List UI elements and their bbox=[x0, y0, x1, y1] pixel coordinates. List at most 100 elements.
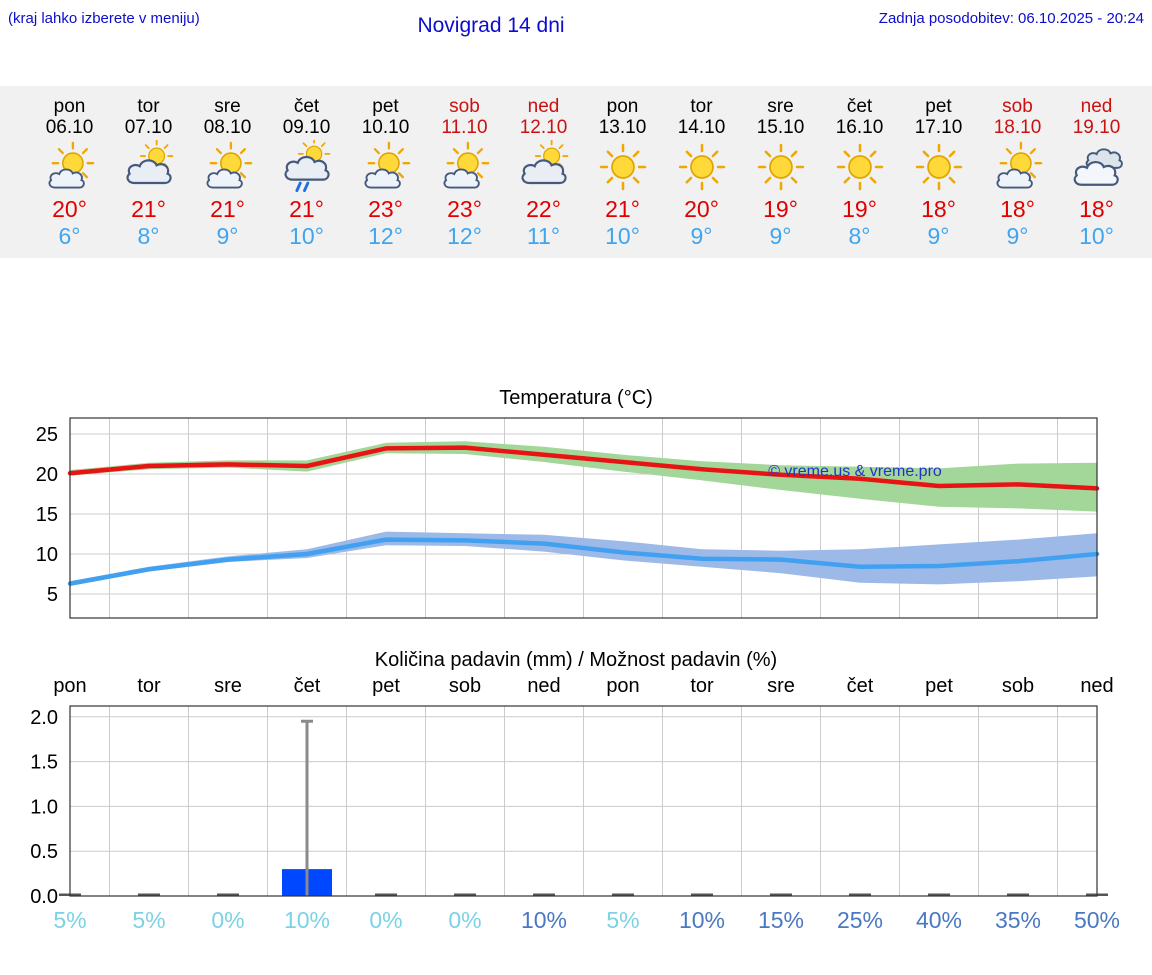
low-temp: 12° bbox=[447, 223, 482, 249]
forecast-day-7: pon 13.10 21° 10° bbox=[583, 96, 662, 250]
forecast-day-0: pon 06.10 20° 6° bbox=[30, 96, 109, 250]
precip-day-label: pet bbox=[925, 675, 953, 697]
weather-icon bbox=[820, 138, 899, 196]
weather-icon bbox=[346, 138, 425, 196]
sun-icon bbox=[599, 143, 646, 191]
weather-icon bbox=[583, 138, 662, 196]
day-date: 10.10 bbox=[361, 117, 410, 138]
day-name: ned bbox=[1080, 96, 1113, 117]
day-name: pon bbox=[606, 96, 639, 117]
sun-icon bbox=[915, 143, 962, 191]
day-date: 06.10 bbox=[45, 117, 94, 138]
low-temp: 8° bbox=[848, 223, 871, 249]
weather-icon bbox=[425, 138, 504, 196]
day-date: 08.10 bbox=[203, 117, 252, 138]
precip-probability: 15% bbox=[758, 907, 804, 933]
precip-probability: 50% bbox=[1074, 907, 1120, 933]
weather-icon bbox=[899, 138, 978, 196]
high-temp: 21° bbox=[131, 196, 166, 222]
weather-icon bbox=[1057, 138, 1136, 196]
temp-y-tick: 15 bbox=[36, 504, 58, 526]
zero-tick bbox=[138, 893, 160, 896]
precip-day-label: pon bbox=[53, 675, 86, 697]
precip-probability: 0% bbox=[211, 907, 244, 933]
weather-icon bbox=[978, 138, 1057, 196]
zero-tick bbox=[454, 893, 476, 896]
precip-day-label: ned bbox=[1080, 675, 1113, 697]
low-temp: 9° bbox=[927, 223, 950, 249]
forecast-day-8: tor 14.10 20° 9° bbox=[662, 96, 741, 250]
precip-probability: 10% bbox=[521, 907, 567, 933]
day-date: 19.10 bbox=[1072, 117, 1121, 138]
day-name: sob bbox=[449, 96, 480, 117]
precip-y-tick: 1.5 bbox=[30, 752, 58, 774]
max-temperature-line bbox=[67, 445, 1100, 491]
day-date: 14.10 bbox=[677, 117, 726, 138]
zero-tick bbox=[533, 893, 555, 896]
zero-tick bbox=[612, 893, 634, 896]
precip-probability: 25% bbox=[837, 907, 883, 933]
high-temp: 22° bbox=[526, 196, 561, 222]
weather-icon bbox=[267, 138, 346, 196]
day-name: tor bbox=[690, 96, 713, 117]
forecast-day-4: pet 10.10 23° 12° bbox=[346, 96, 425, 250]
low-temp: 6° bbox=[58, 223, 81, 249]
forecast-day-1: tor 07.10 21° 8° bbox=[109, 96, 188, 250]
sun-cloud-icon bbox=[207, 143, 251, 188]
sun-icon bbox=[836, 143, 883, 191]
forecast-day-5: sob 11.10 23° 12° bbox=[425, 96, 504, 250]
low-temp: 9° bbox=[769, 223, 792, 249]
precipitation-chart-title: Količina padavin (mm) / Možnost padavin … bbox=[374, 649, 778, 671]
high-temp: 19° bbox=[842, 196, 877, 222]
zero-tick bbox=[691, 893, 713, 896]
zero-tick bbox=[770, 893, 792, 896]
forecast-day-10: čet 16.10 19° 8° bbox=[820, 96, 899, 250]
weather-icon bbox=[30, 138, 109, 196]
low-temp: 9° bbox=[1006, 223, 1029, 249]
sun-cloud-icon bbox=[444, 143, 488, 188]
day-name: pet bbox=[372, 96, 399, 117]
precip-probability: 35% bbox=[995, 907, 1041, 933]
day-date: 13.10 bbox=[598, 117, 647, 138]
forecast-day-9: sre 15.10 19° 9° bbox=[741, 96, 820, 250]
last-updated: Zadnja posodobitev: 06.10.2025 - 20:24 bbox=[878, 10, 1144, 27]
precip-probability: 10% bbox=[679, 907, 725, 933]
forecast-day-3: čet 09.10 21° 10° bbox=[267, 96, 346, 250]
forecast-day-13: ned 19.10 18° 10° bbox=[1057, 96, 1136, 250]
day-name: sob bbox=[1002, 96, 1033, 117]
day-name: pon bbox=[53, 96, 86, 117]
day-name: pet bbox=[925, 96, 952, 117]
precip-probability: 5% bbox=[53, 907, 86, 933]
watermark-link[interactable]: © vreme.us & vreme.pro bbox=[768, 463, 942, 480]
high-temp: 21° bbox=[289, 196, 324, 222]
precip-y-tick: 2.0 bbox=[30, 707, 58, 729]
temp-y-tick: 20 bbox=[36, 464, 58, 486]
sun-icon bbox=[757, 143, 804, 191]
high-temp: 18° bbox=[1000, 196, 1035, 222]
precip-day-label: čet bbox=[294, 675, 321, 697]
weather-icon bbox=[109, 138, 188, 196]
sun-icon bbox=[678, 143, 725, 191]
page-title: Novigrad 14 dni bbox=[417, 14, 565, 37]
low-temp: 9° bbox=[690, 223, 713, 249]
menu-hint: (kraj lahko izberete v meniju) bbox=[8, 10, 200, 27]
zero-tick bbox=[1007, 893, 1029, 896]
page-header: (kraj lahko izberete v meniju) Novigrad … bbox=[0, 0, 1152, 50]
sun-cloud-icon bbox=[49, 143, 93, 188]
precip-y-tick: 1.0 bbox=[30, 796, 58, 818]
precip-probability: 5% bbox=[606, 907, 639, 933]
low-temp: 10° bbox=[289, 223, 324, 249]
cloud-sun-icon bbox=[522, 140, 567, 183]
precip-day-label: sob bbox=[449, 675, 481, 697]
precip-day-label: sre bbox=[214, 675, 242, 697]
precip-probability: 0% bbox=[448, 907, 481, 933]
precip-probability: 5% bbox=[132, 907, 165, 933]
min-temperature-band bbox=[70, 531, 1097, 586]
high-temp: 18° bbox=[921, 196, 956, 222]
high-temp: 23° bbox=[368, 196, 403, 222]
precip-y-tick: 0.0 bbox=[30, 886, 58, 908]
high-temp: 21° bbox=[605, 196, 640, 222]
high-temp: 21° bbox=[210, 196, 245, 222]
day-name: ned bbox=[527, 96, 560, 117]
precip-day-label: tor bbox=[690, 675, 714, 697]
